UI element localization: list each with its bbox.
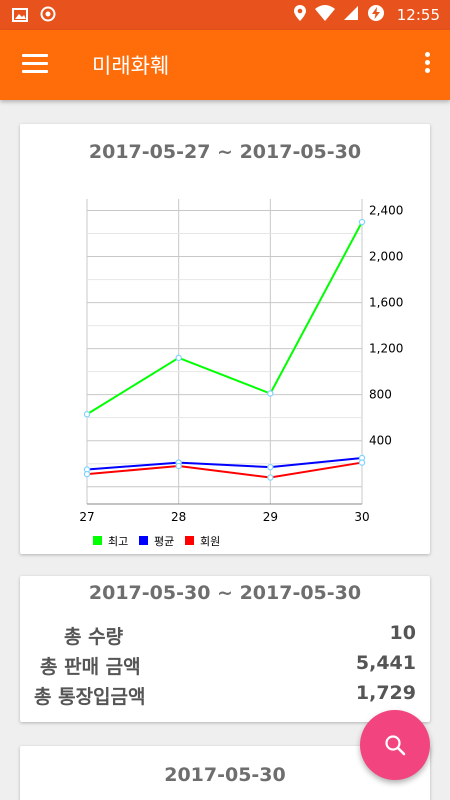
data-point <box>83 411 91 418</box>
data-point <box>358 218 366 226</box>
data-point <box>267 474 274 481</box>
legend-swatch <box>93 536 102 545</box>
search-fab-button[interactable] <box>360 710 430 780</box>
data-point <box>175 462 182 470</box>
y-tick-label: 800 <box>369 388 392 402</box>
summary-value: 1,729 <box>355 682 416 704</box>
record-notification-icon <box>40 6 56 26</box>
summary-value: 5,441 <box>355 652 416 674</box>
summary-row-sales: 총 판매 금액 5,441 <box>20 652 430 682</box>
x-tick-label: 28 <box>171 510 186 524</box>
series-line <box>86 461 363 479</box>
y-tick-label: 2,000 <box>369 250 403 264</box>
summary-row-quantity: 총 수량 10 <box>20 622 430 652</box>
summary-card: 2017-05-30 ~ 2017-05-30 총 수량 10 총 판매 금액 … <box>20 576 430 722</box>
app-title: 미래화훼 <box>92 54 170 78</box>
data-point <box>83 470 91 478</box>
daily-date: 2017-05-30 <box>164 764 286 786</box>
chart-card: 2017-05-27 ~ 2017-05-30 400 800 1,200 1,600… <box>20 124 430 554</box>
summary-label: 총 수량 <box>64 626 124 648</box>
x-tick-label: 30 <box>354 510 369 524</box>
y-tick-label: 1,200 <box>369 342 403 356</box>
more-options-icon[interactable] <box>422 52 432 78</box>
search-icon <box>385 735 406 756</box>
wifi-icon <box>314 5 335 25</box>
legend-label: 회원 <box>200 535 220 548</box>
x-tick-label: 27 <box>79 510 94 524</box>
data-point <box>267 390 274 397</box>
x-tick-label: 29 <box>263 510 278 524</box>
summary-row-deposit: 총 통장입금액 1,729 <box>20 682 430 712</box>
data-point <box>358 459 366 466</box>
series-line <box>86 456 363 471</box>
legend-swatch <box>185 536 194 545</box>
summary-label: 총 판매 금액 <box>40 656 141 678</box>
data-point <box>175 354 182 362</box>
legend-label: 최고 <box>108 535 128 548</box>
chart-date-range: 2017-05-27 ~ 2017-05-30 <box>88 141 362 163</box>
summary-value: 10 <box>389 622 416 644</box>
location-icon <box>293 4 307 26</box>
line-chart: 400 800 1,200 1,600 2,000 2,400 27 28 29 30 최고 평균 회원 <box>79 199 403 548</box>
legend-label: 평균 <box>154 535 174 548</box>
battery-saver-icon <box>367 4 385 26</box>
summary-label: 총 통장입금액 <box>34 686 146 708</box>
menu-icon[interactable] <box>22 54 48 76</box>
app-bar: 미래화훼 <box>0 30 450 100</box>
data-point <box>267 463 274 471</box>
y-tick-label: 1,600 <box>369 296 403 310</box>
y-tick-label: 400 <box>369 434 392 448</box>
summary-date-range: 2017-05-30 ~ 2017-05-30 <box>88 582 362 604</box>
status-bar: 12:55 <box>0 0 450 30</box>
status-clock: 12:55 <box>396 6 440 24</box>
y-tick-label: 2,400 <box>369 204 403 218</box>
series-line <box>86 221 363 416</box>
signal-icon <box>343 5 359 25</box>
image-notification-icon <box>12 7 28 26</box>
legend-swatch <box>139 536 148 545</box>
